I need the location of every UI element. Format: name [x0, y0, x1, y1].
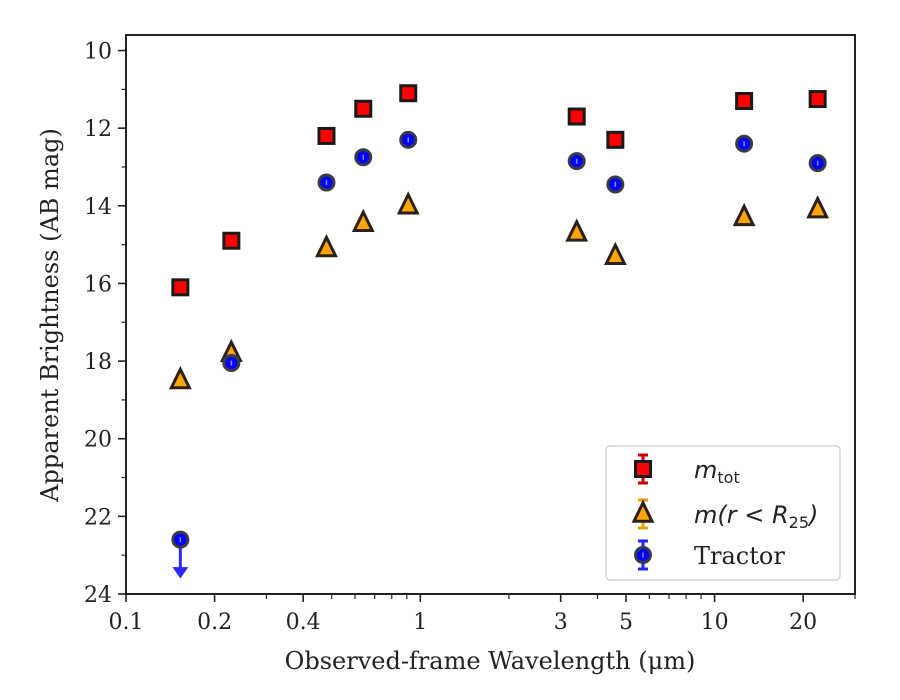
legend-label-tractor: Tractor	[694, 542, 785, 570]
tractor-upper-limit-arrow	[172, 567, 189, 579]
mtot-point	[354, 99, 373, 118]
legend: mtot m(r < R25) Tractor	[605, 445, 841, 581]
y-tick-label: 12	[84, 117, 112, 142]
legend-label-mtot: mtot	[694, 456, 740, 487]
x-tick-label: 20	[789, 610, 817, 635]
mr25-point	[315, 233, 338, 258]
x-tick-label: 3	[554, 610, 568, 635]
legend-frame	[605, 445, 841, 581]
mtot-point	[606, 130, 625, 149]
mtot-point	[808, 90, 827, 109]
y-tick-label: 20	[84, 428, 112, 453]
x-tick-label: 0.4	[286, 610, 321, 635]
x-tick-label: 0.1	[109, 610, 144, 635]
mr25-point	[351, 208, 375, 232]
plot-frame	[125, 34, 856, 595]
mtot-point	[317, 126, 336, 145]
x-tick-label: 1	[413, 610, 427, 635]
mr25-point	[603, 241, 627, 265]
mr25-point	[168, 365, 192, 390]
mr25-point	[396, 191, 420, 215]
legend-marker-mtot	[634, 460, 652, 478]
y-tick-label: 10	[84, 40, 112, 65]
y-axis-label: Apparent Brightness (AB mag)	[36, 128, 64, 503]
data-points	[168, 84, 830, 579]
mr25-point	[732, 202, 756, 227]
x-tick-label: 5	[619, 610, 633, 635]
y-tick-label: 14	[84, 195, 112, 220]
mr25-point	[806, 195, 830, 219]
y-tick-label: 24	[84, 583, 112, 608]
mtot-point	[399, 84, 418, 103]
x-tick-label: 0.2	[197, 610, 232, 635]
x-axis-label: Observed-frame Wavelength (μm)	[285, 647, 696, 675]
mtot-point	[222, 231, 241, 250]
y-tick-label: 18	[84, 350, 112, 375]
legend-label-mr25: m(r < R25)	[694, 501, 818, 532]
axes: 0.1 0.2 0.4 1 3 5 10 20 10 12 14 16 18 20 22 24	[84, 34, 856, 635]
mtot-point	[735, 91, 754, 110]
mtot-point	[171, 278, 190, 297]
y-tick-label: 22	[84, 505, 112, 530]
y-tick-label: 16	[84, 272, 112, 297]
mtot-point	[567, 107, 586, 126]
x-tick-label: 10	[701, 610, 729, 635]
legend-marker-mr25	[631, 499, 655, 523]
mr25-point	[565, 218, 589, 242]
